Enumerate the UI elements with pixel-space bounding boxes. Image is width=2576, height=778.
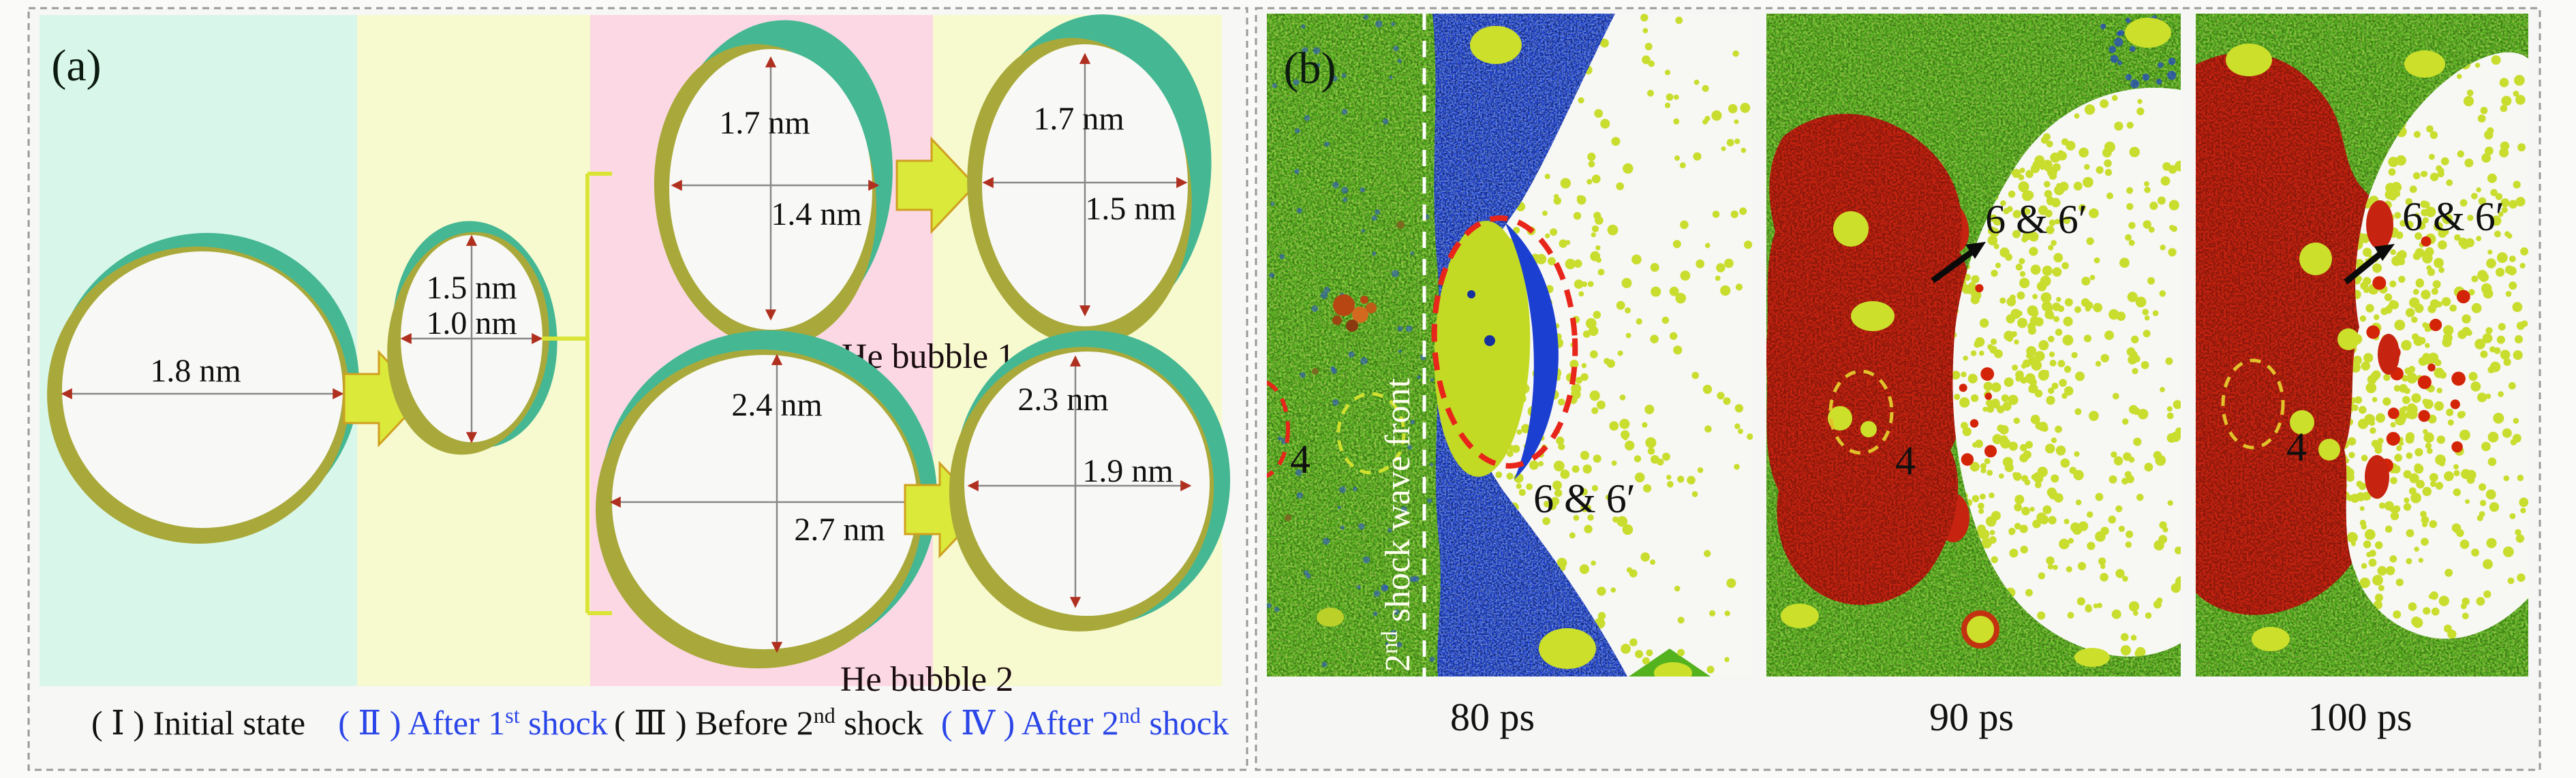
time-label-100ps: 100 ps (2307, 695, 2412, 739)
bubble-6-label: 6 & 6′ (1985, 197, 2087, 242)
he-cluster-blob (1860, 421, 1877, 437)
bubble-initial: 1.8 nm (47, 232, 359, 544)
red-dashed-partial-ellipse (1267, 380, 1290, 478)
time-label-80ps: 80 ps (1450, 695, 1535, 739)
he-cluster-blob (2226, 44, 2272, 76)
annotation-arrow-icon (2344, 249, 2385, 285)
bubble-he1-before: 1.7 nm 1.4 nm (654, 20, 893, 349)
void-dot (1467, 290, 1475, 298)
bubble-6-label: 6 & 6′ (1533, 476, 1636, 521)
he-cluster-blob-red-ring (1961, 610, 1999, 649)
measure-he1b-h: 1.4 nm (771, 196, 861, 232)
yellow-dashed-circle (1828, 369, 1894, 455)
measure-he1a-h: 1.5 nm (1085, 191, 1176, 227)
annotation-arrow-icon (1931, 248, 1976, 283)
bubble-after-1st: 1.5 nm 1.0 nm (387, 221, 557, 455)
bubble-6-label: 6 & 6′ (2402, 194, 2504, 239)
arrow-shock-2-top-icon (895, 136, 977, 234)
caption-after-2nd-shock: ( Ⅳ ) After 2nd shock (941, 703, 1229, 742)
caption-after-1st-shock: ( Ⅱ ) After 1st shock (338, 703, 608, 742)
he-cluster-blob (2318, 439, 2340, 461)
measure-after1-v: 1.5 nm (426, 270, 517, 306)
stage-captions: ( Ⅰ ) Initial state ( Ⅱ ) After 1st shoc… (91, 703, 1229, 742)
he-cluster-blob (1470, 26, 1522, 64)
he-cluster-blob (1317, 608, 1344, 627)
lattice-specks (1267, 14, 1435, 668)
measure-he1a-v: 1.7 nm (1033, 101, 1124, 137)
void-4-label: 4 (1895, 438, 1916, 483)
bubble-he1-after: 1.7 nm 1.5 nm (967, 14, 1212, 347)
measure-he2b-v: 2.4 nm (731, 387, 822, 423)
defect-cluster (1285, 221, 1405, 521)
measure-after1-h: 1.0 nm (426, 305, 517, 341)
void-dot (1484, 335, 1495, 346)
void-4-label: 4 (1290, 437, 1310, 482)
yellow-dashed-circle (2221, 358, 2285, 450)
yellow-dashed-circle (1336, 392, 1406, 475)
he-cluster-blob (1833, 211, 1869, 247)
panel-b: 2nd shock wave front 4 6 & 6′ (b) (1255, 7, 2541, 771)
he-cluster-blob (2125, 18, 2171, 48)
caption-initial-state: ( Ⅰ ) Initial state (91, 704, 305, 742)
measure-he2a-v: 2.3 nm (1017, 382, 1108, 418)
measure-initial-diameter: 1.8 nm (150, 353, 241, 389)
panel-a-label: (a) (51, 41, 101, 91)
he-cluster-blob (2290, 410, 2314, 435)
bubble-he2-after: 2.3 nm 1.9 nm (949, 330, 1231, 632)
arrow-shock-1-icon (343, 349, 425, 448)
measure-he2a-h: 1.9 nm (1082, 453, 1173, 489)
he-cluster-blob (2252, 627, 2290, 651)
bubble-he2-before: 2.4 nm 2.7 nm (596, 330, 937, 669)
red-dashed-ellipse (1431, 215, 1578, 469)
he-cluster-blob (1851, 301, 1895, 331)
he-cluster-blob (2074, 648, 2110, 667)
he-cluster-blob (1828, 406, 1852, 431)
caption-before-2nd-shock: ( Ⅲ ) Before 2nd shock (614, 703, 923, 742)
annotation-arrowhead-icon (2374, 244, 2395, 261)
panel-a: (a) 1.8 nm 1.5 nm 1.0 nm (27, 7, 1248, 771)
he-cluster-blob (2299, 243, 2332, 275)
split-bracket (542, 172, 612, 615)
void-4-label: 4 (2286, 424, 2307, 469)
annotation-arrowhead-icon (1965, 242, 1986, 259)
he-cluster-blob (1539, 628, 1596, 669)
snapshot-100ps: 4 6 & 6′ (2196, 14, 2528, 676)
measure-he1b-v: 1.7 nm (719, 105, 810, 141)
he-cluster-blob (2337, 328, 2359, 350)
blue-crescent (1505, 222, 1559, 480)
he-cluster-blob (2404, 50, 2445, 78)
he-cluster-blob (1654, 662, 1692, 676)
shock-front-label: 2nd shock wave front (1377, 377, 1417, 672)
he-bubble-2-name: He bubble 2 (840, 660, 1013, 699)
snapshot-90ps: 4 6 & 6′ (1766, 14, 2181, 676)
coalesced-bubble-blob (1434, 221, 1531, 477)
time-label-90ps: 90 ps (1929, 695, 2014, 739)
panel-b-label: (b) (1284, 44, 1336, 93)
snapshot-80ps: 2nd shock wave front 4 6 & 6′ (b) (1267, 14, 1753, 676)
measure-he2b-h: 2.7 nm (794, 512, 885, 548)
he-cluster-blob (1781, 604, 1819, 628)
